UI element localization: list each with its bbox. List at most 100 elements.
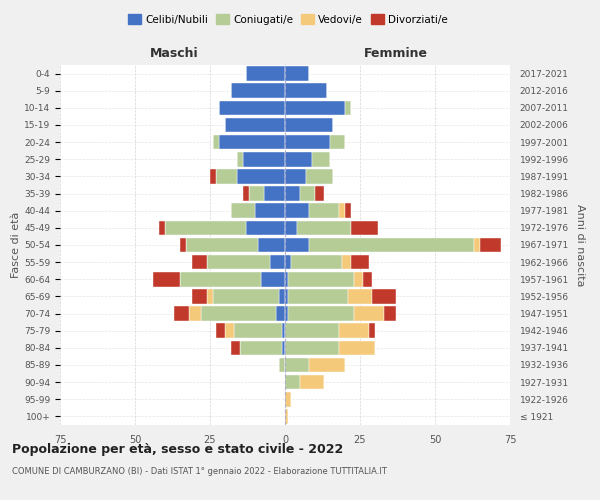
Bar	[213, 289, 279, 304]
Bar	[237, 169, 285, 184]
Y-axis label: Anni di nascita: Anni di nascita	[575, 204, 584, 286]
Bar	[288, 272, 354, 286]
Bar	[246, 220, 285, 235]
Bar	[237, 152, 243, 166]
Bar	[243, 152, 285, 166]
Bar	[240, 340, 282, 355]
Bar	[315, 186, 324, 201]
Bar	[249, 186, 264, 201]
Bar	[285, 272, 288, 286]
Bar	[282, 340, 285, 355]
Bar	[342, 255, 351, 270]
Bar	[207, 289, 213, 304]
Bar	[285, 255, 291, 270]
Bar	[306, 169, 333, 184]
Bar	[339, 324, 369, 338]
Bar	[279, 358, 285, 372]
Bar	[225, 324, 234, 338]
Bar	[285, 100, 345, 115]
Text: COMUNE DI CAMBURZANO (BI) - Dati ISTAT 1° gennaio 2022 - Elaborazione TUTTITALIA: COMUNE DI CAMBURZANO (BI) - Dati ISTAT 1…	[12, 468, 387, 476]
Bar	[234, 324, 282, 338]
Bar	[285, 118, 333, 132]
Bar	[231, 340, 240, 355]
Bar	[261, 272, 285, 286]
Bar	[354, 272, 363, 286]
Legend: Celibi/Nubili, Coniugati/e, Vedovi/e, Divorziati/e: Celibi/Nubili, Coniugati/e, Vedovi/e, Di…	[124, 10, 452, 29]
Bar	[285, 169, 306, 184]
Bar	[216, 324, 225, 338]
Bar	[285, 392, 291, 406]
Bar	[285, 409, 288, 424]
Y-axis label: Fasce di età: Fasce di età	[11, 212, 21, 278]
Bar	[219, 100, 285, 115]
Bar	[480, 238, 501, 252]
Bar	[348, 289, 372, 304]
Bar	[279, 289, 285, 304]
Text: Popolazione per età, sesso e stato civile - 2022: Popolazione per età, sesso e stato civil…	[12, 442, 343, 456]
Bar	[285, 358, 309, 372]
Bar	[285, 289, 288, 304]
Bar	[216, 169, 237, 184]
Bar	[297, 220, 351, 235]
Bar	[345, 204, 351, 218]
Bar	[300, 375, 324, 390]
Bar	[186, 238, 258, 252]
Bar	[345, 100, 351, 115]
Bar	[180, 238, 186, 252]
Bar	[309, 358, 345, 372]
Bar	[285, 375, 300, 390]
Bar	[282, 324, 285, 338]
Bar	[207, 255, 270, 270]
Text: Maschi: Maschi	[149, 47, 199, 60]
Bar	[285, 186, 300, 201]
Bar	[153, 272, 180, 286]
Bar	[354, 306, 384, 321]
Bar	[258, 238, 285, 252]
Bar	[231, 204, 255, 218]
Bar	[174, 306, 189, 321]
Bar	[243, 186, 249, 201]
Bar	[369, 324, 375, 338]
Bar	[285, 306, 288, 321]
Bar	[309, 238, 474, 252]
Bar	[288, 289, 348, 304]
Bar	[189, 306, 201, 321]
Bar	[264, 186, 285, 201]
Bar	[255, 204, 285, 218]
Bar	[372, 289, 396, 304]
Bar	[351, 255, 369, 270]
Bar	[384, 306, 396, 321]
Bar	[276, 306, 285, 321]
Bar	[159, 220, 165, 235]
Bar	[285, 220, 297, 235]
Bar	[330, 135, 345, 150]
Bar	[285, 152, 312, 166]
Bar	[165, 220, 246, 235]
Bar	[285, 204, 309, 218]
Bar	[351, 220, 378, 235]
Bar	[285, 340, 339, 355]
Bar	[300, 186, 315, 201]
Bar	[192, 289, 207, 304]
Bar	[192, 255, 207, 270]
Bar	[339, 204, 345, 218]
Bar	[309, 204, 339, 218]
Bar	[285, 84, 327, 98]
Bar	[339, 340, 375, 355]
Bar	[285, 238, 309, 252]
Bar	[285, 66, 309, 81]
Bar	[474, 238, 480, 252]
Bar	[231, 84, 285, 98]
Bar	[225, 118, 285, 132]
Bar	[363, 272, 372, 286]
Bar	[270, 255, 285, 270]
Bar	[210, 169, 216, 184]
Bar	[288, 306, 354, 321]
Bar	[285, 324, 339, 338]
Text: Femmine: Femmine	[364, 47, 428, 60]
Bar	[213, 135, 219, 150]
Bar	[246, 66, 285, 81]
Bar	[312, 152, 330, 166]
Bar	[201, 306, 276, 321]
Bar	[291, 255, 342, 270]
